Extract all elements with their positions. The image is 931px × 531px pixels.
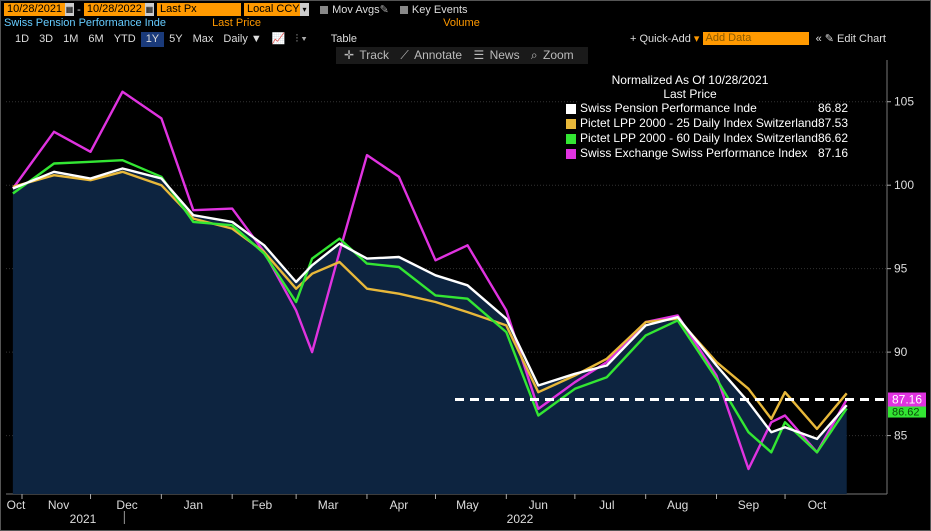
mov-avgs-label[interactable]: Mov Avgs: [332, 4, 380, 16]
header-row-2: Swiss Pension Performance Inde Last Pric…: [4, 17, 480, 29]
checkbox-key-events[interactable]: [399, 6, 408, 15]
header-row-1: 10/28/2021 ▦ - 10/28/2022 ▦ Last Px Local …: [4, 3, 468, 16]
legend-item-green[interactable]: Pictet LPP 2000 - 60 Daily Index Switzer…: [558, 131, 848, 146]
period-6m[interactable]: 6M: [88, 33, 104, 45]
series-line: [12, 170, 848, 431]
line-chart-icon[interactable]: 📈: [271, 33, 286, 45]
news-button[interactable]: News: [489, 48, 520, 62]
legend-item-white[interactable]: Swiss Pension Performance Inde 86.82: [558, 101, 848, 116]
year-label: 2022: [507, 512, 534, 526]
x-tick-label: Oct: [808, 498, 827, 512]
pencil-icon[interactable]: ✎: [824, 33, 834, 45]
add-data-input[interactable]: Add Data: [702, 32, 809, 45]
frequency-selector[interactable]: Daily ▼: [223, 33, 262, 45]
x-tick-label: Dec: [116, 498, 137, 512]
y-tick-label: 105: [894, 95, 914, 109]
year-label: 2021: [70, 512, 97, 526]
checkbox-mov-avgs[interactable]: [320, 6, 329, 15]
legend-label: Swiss Pension Performance Inde: [579, 101, 758, 115]
legend-label: Pictet LPP 2000 - 60 Daily Index Switzer…: [579, 131, 819, 145]
y-tick-label: 90: [894, 345, 908, 359]
calendar-icon[interactable]: ▦: [65, 3, 75, 16]
legend-label: Pictet LPP 2000 - 25 Daily Index Switzer…: [579, 116, 819, 130]
frequency-label: Daily: [223, 33, 248, 45]
last-value-tag: [888, 392, 926, 407]
legend-value: 87.16: [817, 146, 848, 160]
chevron-down-icon[interactable]: ▾: [693, 33, 700, 45]
x-tick-label: Oct: [7, 498, 26, 512]
field-selector[interactable]: Last Px: [156, 3, 241, 16]
last-value-label: 86.62: [892, 407, 920, 419]
pencil-icon[interactable]: ✎: [379, 4, 389, 16]
crosshair-icon[interactable]: ✛: [344, 48, 355, 62]
x-tick-label: May: [456, 498, 479, 512]
chart-tools-bar: ✛ Track ⟋ Annotate ☰ News ⌕ Zoom: [336, 47, 588, 64]
collapse-icon[interactable]: «: [815, 33, 822, 45]
series-line: [12, 167, 848, 441]
x-tick-label: Jul: [599, 498, 614, 512]
legend-title: Normalized As Of 10/28/2021: [611, 73, 769, 87]
date-to-field[interactable]: 10/28/2022: [83, 3, 145, 16]
legend-value: 86.82: [817, 101, 848, 115]
news-icon[interactable]: ☰: [473, 48, 485, 62]
x-axis: Oct Nov Dec Jan Feb Mar Apr May Jun Jul Aug Sep Oct 2…: [7, 494, 827, 526]
period-bar: 1D 3D 1M 6M YTD 1Y 5Y Max Daily ▼ 📈 ⫶ ▾ Table: [10, 32, 362, 47]
track-button[interactable]: Track: [359, 48, 389, 62]
x-tick-label: Feb: [252, 498, 273, 512]
x-tick-label: Jun: [529, 498, 548, 512]
legend-subtitle: Last Price: [663, 87, 717, 101]
area-fill: [12, 168, 847, 494]
series-lines: [11, 90, 848, 471]
legend-item-magenta[interactable]: Swiss Exchange Swiss Performance Index 87…: [558, 146, 848, 161]
chevron-down-icon[interactable]: ▾: [300, 3, 310, 16]
x-tick-label: Apr: [390, 498, 409, 512]
bar-type-icon[interactable]: ⫶ ▾: [295, 33, 307, 45]
quick-add-button[interactable]: + Quick-Add: [630, 33, 691, 45]
last-value-tag: [888, 405, 926, 418]
zoom-button[interactable]: Zoom: [543, 48, 574, 62]
legend-label: Swiss Exchange Swiss Performance Index: [579, 146, 809, 160]
period-5y[interactable]: 5Y: [169, 33, 183, 45]
legend-swatch: [566, 148, 576, 159]
area-fill-path: [12, 168, 847, 494]
legend-swatch: [566, 103, 576, 114]
legend-item-gold[interactable]: Pictet LPP 2000 - 25 Daily Index Switzer…: [558, 116, 848, 131]
x-tick-label: Mar: [318, 498, 339, 512]
x-tick-label: Sep: [738, 498, 760, 512]
period-max[interactable]: Max: [192, 33, 214, 45]
security-name[interactable]: Swiss Pension Performance Inde: [4, 17, 167, 29]
period-1y[interactable]: 1Y: [140, 32, 165, 47]
y-tick-label: 85: [894, 429, 908, 443]
period-1m[interactable]: 1M: [63, 33, 79, 45]
table-button[interactable]: Table: [330, 33, 357, 45]
series-line: [11, 90, 848, 471]
right-toolbar: + Quick-Add ▾ Add Data « ✎ Edit Chart: [630, 32, 886, 47]
annotate-button[interactable]: Annotate: [414, 48, 463, 62]
x-tick-label: Aug: [667, 498, 688, 512]
legend-swatch: [566, 133, 576, 144]
legend-swatch: [566, 118, 576, 129]
period-1d[interactable]: 1D: [15, 33, 30, 45]
volume-label: Volume: [443, 17, 480, 29]
y-tick-label: 95: [894, 262, 908, 276]
annotate-icon[interactable]: ⟋: [400, 48, 409, 62]
last-value-label: 87.16: [892, 393, 922, 407]
legend-value: 86.62: [817, 131, 848, 145]
x-tick-label: Nov: [48, 498, 69, 512]
y-tick-label: 100: [894, 178, 914, 192]
edit-chart-button[interactable]: Edit Chart: [837, 33, 886, 45]
calendar-icon[interactable]: ▦: [144, 3, 154, 16]
period-3d[interactable]: 3D: [39, 33, 54, 45]
date-from-field[interactable]: 10/28/2021: [4, 3, 66, 16]
last-price-label: Last Price: [212, 17, 261, 29]
period-ytd[interactable]: YTD: [113, 33, 136, 45]
legend-value: 87.53: [817, 116, 848, 130]
legend: Normalized As Of 10/28/2021 Last Price S…: [558, 73, 848, 161]
currency-selector[interactable]: Local CCY: [244, 3, 301, 16]
key-events-label[interactable]: Key Events: [411, 4, 468, 16]
x-tick-label: Jan: [184, 498, 203, 512]
zoom-icon[interactable]: ⌕: [530, 48, 538, 62]
